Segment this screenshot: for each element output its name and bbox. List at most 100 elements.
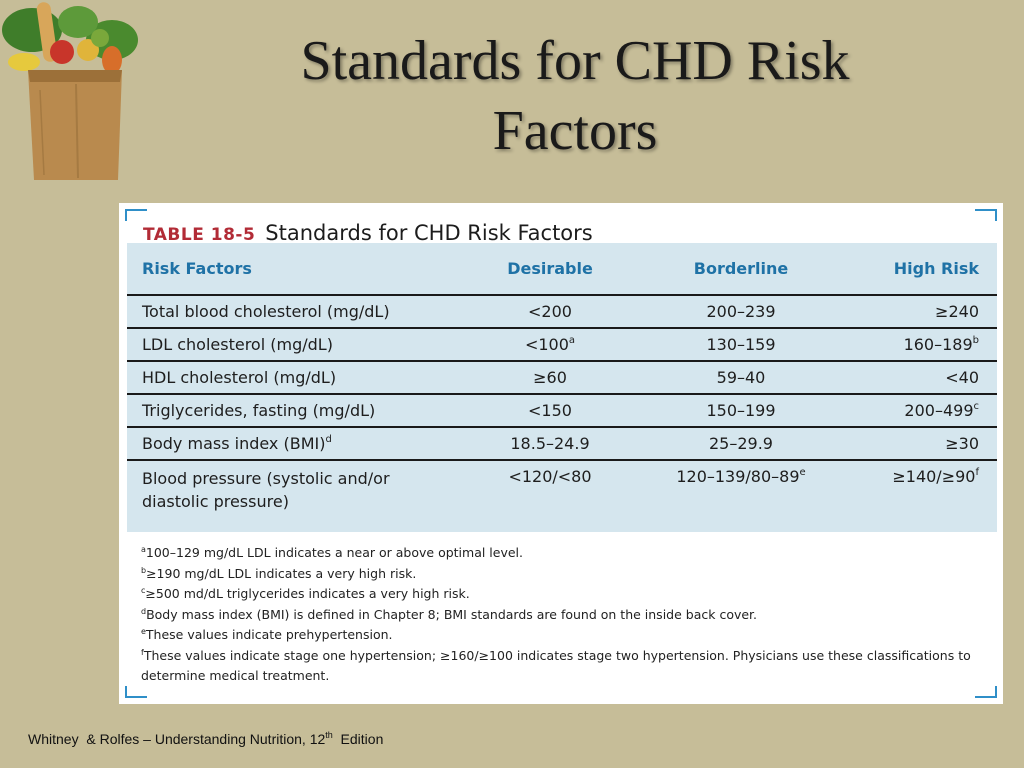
high-risk-value: <40: [945, 368, 979, 387]
borderline-value: 150–199: [706, 401, 776, 420]
slide-title: Standards for CHD Risk Factors: [150, 26, 1000, 166]
risk-factor-cell: Blood pressure (systolic and/or diastoli…: [127, 467, 479, 513]
borderline-cell: 200–239: [621, 302, 861, 321]
table-panel: TABLE 18-5 Standards for CHD Risk Factors…: [119, 203, 1003, 704]
table-footnotes: a100–129 mg/dL LDL indicates a near or a…: [141, 543, 986, 687]
column-header: Risk Factors: [142, 259, 252, 278]
risk-factor-cell: LDL cholesterol (mg/dL): [127, 335, 479, 354]
footnote: eThese values indicate prehypertension.: [141, 625, 986, 646]
footer-superscript: th: [325, 730, 333, 740]
desirable-cell: <200: [479, 302, 621, 321]
risk-factor-label: Total blood cholesterol (mg/dL): [142, 302, 390, 321]
column-header: Desirable: [507, 259, 593, 278]
table-row: HDL cholesterol (mg/dL) ≥60 59–40 <40: [127, 362, 997, 395]
slide-footer: Whitney & Rolfes – Understanding Nutriti…: [28, 730, 384, 748]
risk-factor-label: Body mass index (BMI): [142, 434, 326, 453]
table-row: Blood pressure (systolic and/or diastoli…: [127, 461, 997, 532]
footnote-mark: d: [141, 606, 147, 616]
borderline-value: 25–29.9: [709, 434, 773, 453]
risk-factor-cell: Total blood cholesterol (mg/dL): [127, 302, 479, 321]
footnote-marker: a: [568, 335, 576, 346]
grocery-bag-icon: [0, 0, 140, 182]
corner-bracket: [125, 686, 147, 698]
footnote-mark: e: [141, 627, 146, 636]
footnote-text: These values indicate prehypertension.: [145, 627, 393, 642]
high-risk-cell: 160–189b: [861, 335, 997, 354]
table-row: LDL cholesterol (mg/dL) <100a 130–159 16…: [127, 329, 997, 362]
table-row: Body mass index (BMI)d 18.5–24.9 25–29.9…: [127, 428, 997, 461]
table-title: Standards for CHD Risk Factors: [265, 221, 593, 245]
risk-factor-label: diastolic pressure): [142, 492, 289, 511]
high-risk-cell: ≥240: [861, 302, 997, 321]
high-risk-cell: ≥30: [861, 434, 997, 453]
footnote: a100–129 mg/dL LDL indicates a near or a…: [141, 543, 986, 564]
table-caption: TABLE 18-5 Standards for CHD Risk Factors: [143, 221, 593, 247]
footnote-mark: c: [141, 586, 146, 595]
corner-bracket: [975, 209, 997, 221]
table-number: TABLE 18-5: [143, 225, 256, 245]
desirable-value: <200: [528, 302, 572, 321]
table-header-row: Risk Factors Desirable Borderline High R…: [127, 243, 997, 296]
footnote-mark: b: [141, 565, 147, 575]
risk-factor-label: Blood pressure (systolic and/or: [142, 469, 390, 488]
desirable-value: <150: [528, 401, 572, 420]
risk-factor-cell: Triglycerides, fasting (mg/dL): [127, 401, 479, 420]
borderline-cell: 59–40: [621, 368, 861, 387]
footnote: fThese values indicate stage one hyperte…: [141, 646, 986, 687]
borderline-cell: 120–139/80–89e: [621, 467, 861, 486]
risk-factors-table: Risk Factors Desirable Borderline High R…: [127, 243, 997, 532]
high-risk-value: ≥240: [935, 302, 979, 321]
footnote-text: 100–129 mg/dL LDL indicates a near or ab…: [145, 545, 523, 560]
borderline-value: 120–139/80–89: [676, 467, 800, 486]
borderline-value: 130–159: [706, 335, 776, 354]
desirable-cell: 18.5–24.9: [479, 434, 621, 453]
high-risk-value: ≥30: [945, 434, 979, 453]
borderline-value: 200–239: [706, 302, 776, 321]
column-header: Borderline: [693, 259, 789, 278]
borderline-cell: 150–199: [621, 401, 861, 420]
risk-factor-cell: Body mass index (BMI)d: [127, 434, 479, 453]
desirable-value: <100: [524, 335, 569, 354]
desirable-value: <120/<80: [508, 467, 592, 486]
high-risk-value: ≥140/≥90: [892, 467, 976, 486]
table-row: Triglycerides, fasting (mg/dL) <150 150–…: [127, 395, 997, 428]
footnote-marker: e: [799, 467, 806, 478]
footnote-marker: f: [975, 467, 979, 478]
column-header: High Risk: [893, 259, 979, 278]
footnote-mark: a: [141, 545, 146, 554]
risk-factor-label: Triglycerides, fasting (mg/dL): [142, 401, 376, 420]
desirable-value: ≥60: [533, 368, 567, 387]
slide-title-line2: Factors: [492, 100, 658, 162]
risk-factor-cell: HDL cholesterol (mg/dL): [127, 368, 479, 387]
borderline-cell: 130–159: [621, 335, 861, 354]
corner-bracket: [975, 686, 997, 698]
desirable-cell: <150: [479, 401, 621, 420]
table-row: Total blood cholesterol (mg/dL) <200 200…: [127, 296, 997, 329]
high-risk-cell: 200–499c: [861, 401, 997, 420]
borderline-value: 59–40: [716, 368, 766, 387]
footnote: c≥500 md/dL triglycerides indicates a ve…: [141, 584, 986, 605]
high-risk-value: 200–499: [904, 401, 974, 420]
desirable-cell: <100a: [479, 335, 621, 354]
risk-factor-label: HDL cholesterol (mg/dL): [142, 368, 337, 387]
desirable-cell: ≥60: [479, 368, 621, 387]
footnote-mark: f: [141, 647, 144, 657]
desirable-cell: <120/<80: [479, 467, 621, 486]
footnote-marker: c: [973, 401, 980, 412]
high-risk-cell: <40: [861, 368, 997, 387]
high-risk-cell: ≥140/≥90f: [861, 467, 997, 486]
footnote-marker: d: [325, 434, 332, 445]
high-risk-value: 160–189: [903, 335, 973, 354]
footnote-text: These values indicate stage one hyperten…: [141, 647, 971, 684]
corner-bracket: [125, 209, 147, 221]
footer-citation: Whitney & Rolfes – Understanding Nutriti…: [28, 731, 326, 747]
slide-title-line1: Standards for CHD Risk: [300, 30, 850, 92]
footnote: b≥190 mg/dL LDL indicates a very high ri…: [141, 564, 986, 585]
footnote-text: ≥190 mg/dL LDL indicates a very high ris…: [146, 565, 417, 581]
footnote-text: ≥500 md/dL triglycerides indicates a ver…: [145, 586, 470, 601]
footnote: dBody mass index (BMI) is defined in Cha…: [141, 605, 986, 626]
footnote-marker: b: [972, 335, 979, 346]
footnote-text: Body mass index (BMI) is defined in Chap…: [146, 606, 758, 622]
borderline-cell: 25–29.9: [621, 434, 861, 453]
footer-edition: Edition: [332, 731, 384, 747]
